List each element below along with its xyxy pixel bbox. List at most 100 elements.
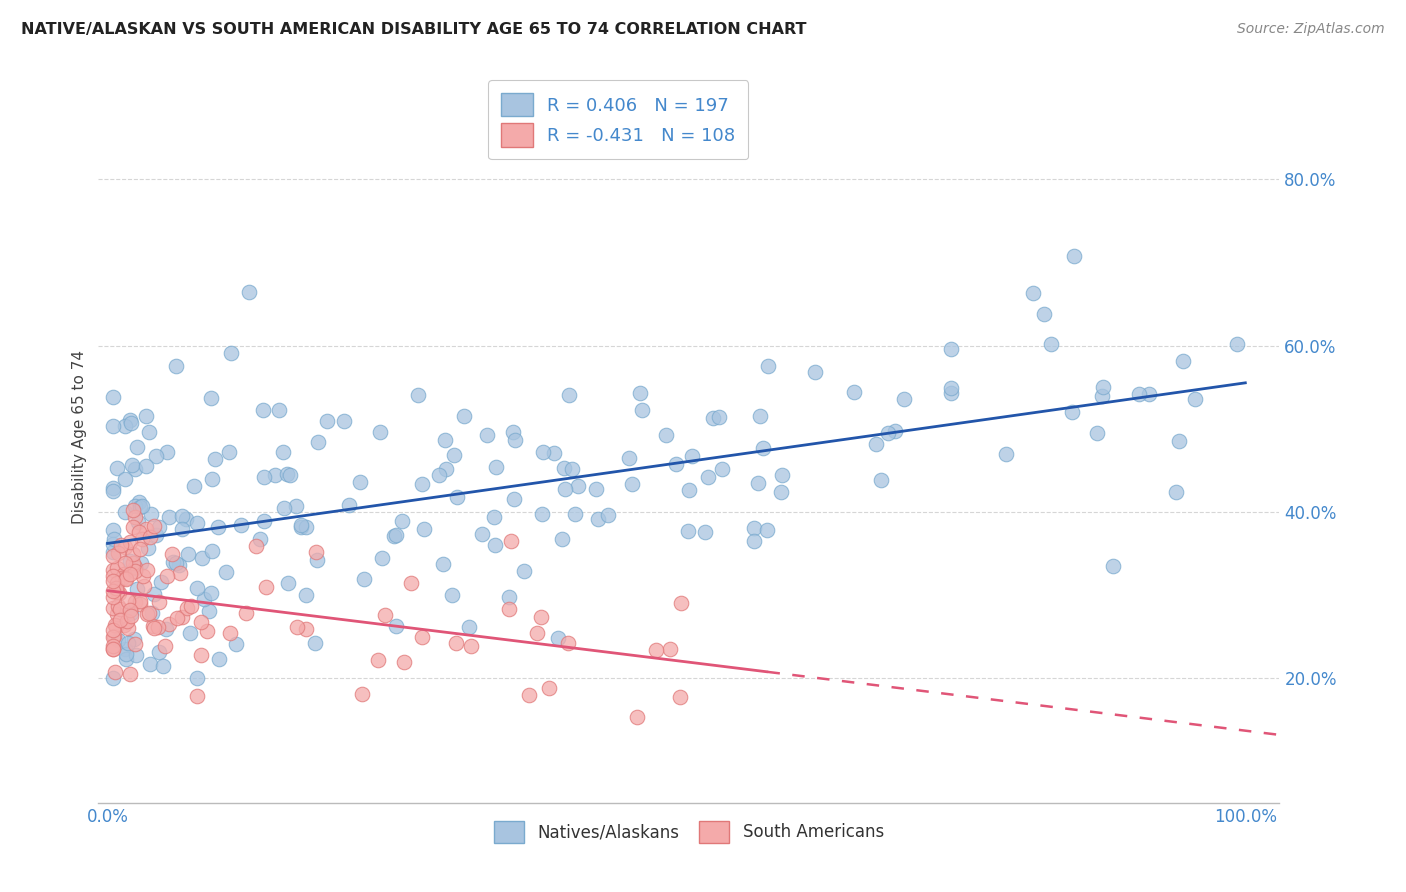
- Point: [125, 648, 148, 662]
- Point: [104, 581, 127, 595]
- Point: [391, 514, 413, 528]
- Point: [752, 442, 775, 456]
- Point: [128, 524, 150, 539]
- Point: [112, 618, 135, 632]
- Point: [276, 467, 298, 482]
- Point: [273, 500, 295, 515]
- Point: [503, 491, 526, 506]
- Point: [176, 600, 198, 615]
- Point: [107, 599, 129, 613]
- Point: [669, 595, 692, 609]
- Point: [149, 574, 172, 589]
- Point: [107, 632, 129, 647]
- Point: [748, 409, 770, 423]
- Point: [567, 479, 589, 493]
- Point: [165, 359, 187, 373]
- Point: [453, 409, 475, 424]
- Point: [125, 582, 148, 597]
- Point: [118, 535, 141, 549]
- Point: [121, 547, 143, 561]
- Point: [305, 552, 328, 566]
- Point: [586, 512, 609, 526]
- Point: [711, 461, 734, 475]
- Point: [169, 566, 191, 580]
- Point: [157, 510, 180, 524]
- Point: [221, 346, 243, 360]
- Point: [110, 613, 132, 627]
- Point: [1090, 389, 1112, 403]
- Point: [104, 665, 127, 680]
- Point: [114, 540, 136, 554]
- Point: [166, 611, 188, 625]
- Point: [485, 459, 508, 474]
- Point: [498, 602, 520, 616]
- Point: [132, 579, 155, 593]
- Point: [124, 560, 146, 574]
- Point: [124, 509, 146, 524]
- Point: [105, 576, 128, 591]
- Point: [543, 446, 565, 460]
- Point: [193, 591, 215, 606]
- Point: [128, 597, 150, 611]
- Point: [117, 594, 139, 608]
- Point: [103, 569, 125, 583]
- Point: [118, 603, 141, 617]
- Point: [122, 503, 145, 517]
- Point: [107, 586, 129, 600]
- Point: [179, 625, 201, 640]
- Point: [105, 585, 128, 599]
- Point: [443, 448, 465, 462]
- Point: [219, 625, 242, 640]
- Point: [253, 514, 276, 528]
- Point: [368, 425, 391, 440]
- Point: [103, 549, 125, 564]
- Point: [103, 590, 125, 604]
- Point: [174, 512, 197, 526]
- Point: [103, 601, 125, 615]
- Point: [138, 425, 160, 440]
- Point: [585, 482, 607, 496]
- Point: [103, 544, 125, 558]
- Point: [110, 538, 132, 552]
- Point: [145, 528, 167, 542]
- Point: [117, 621, 139, 635]
- Point: [142, 619, 165, 633]
- Point: [177, 547, 200, 561]
- Point: [207, 520, 229, 534]
- Point: [138, 607, 160, 621]
- Point: [644, 643, 666, 657]
- Point: [204, 452, 226, 467]
- Point: [186, 689, 208, 703]
- Point: [120, 416, 142, 430]
- Point: [103, 532, 125, 546]
- Point: [1032, 307, 1054, 321]
- Point: [103, 641, 125, 656]
- Point: [120, 606, 142, 620]
- Point: [742, 534, 765, 549]
- Point: [554, 482, 576, 496]
- Point: [186, 581, 208, 595]
- Point: [112, 566, 135, 581]
- Point: [198, 604, 221, 618]
- Point: [172, 522, 194, 536]
- Point: [135, 607, 157, 622]
- Point: [105, 607, 128, 621]
- Point: [103, 563, 125, 577]
- Point: [208, 652, 231, 666]
- Point: [115, 652, 138, 666]
- Point: [278, 467, 301, 482]
- Point: [110, 571, 132, 585]
- Point: [747, 475, 769, 490]
- Point: [676, 524, 699, 538]
- Point: [114, 571, 136, 585]
- Point: [1164, 485, 1187, 500]
- Point: [170, 508, 193, 523]
- Point: [564, 507, 586, 521]
- Point: [1137, 387, 1160, 401]
- Point: [104, 618, 127, 632]
- Point: [120, 554, 142, 568]
- Point: [374, 607, 396, 622]
- Point: [305, 545, 328, 559]
- Point: [558, 388, 581, 402]
- Point: [551, 532, 574, 546]
